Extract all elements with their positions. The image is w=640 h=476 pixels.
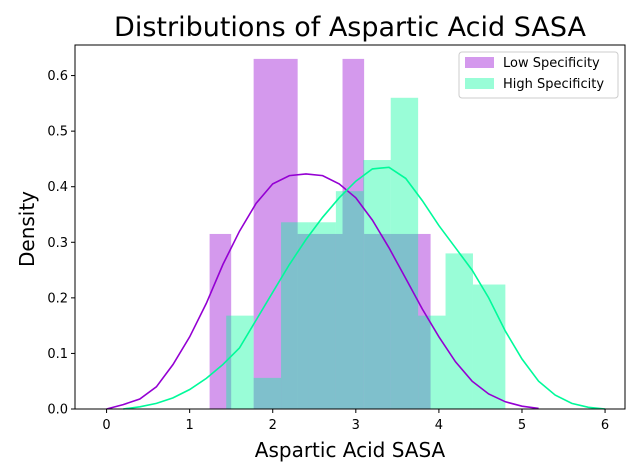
histogram-bar: [253, 58, 298, 410]
legend-swatch: [465, 57, 494, 68]
series-0: [209, 58, 431, 410]
series-1: [226, 97, 506, 410]
legend-box: [458, 51, 619, 99]
histogram-bar: [335, 191, 364, 409]
histogram-bar: [209, 233, 232, 409]
y-tick-label: 0.4: [47, 180, 68, 195]
histogram-bar: [472, 284, 506, 409]
x-tick-label: 5: [518, 418, 526, 433]
legend-label: Low Specificity: [503, 56, 600, 71]
y-tick-label: 0.5: [47, 125, 68, 140]
legend-label: High Specificity: [503, 77, 604, 92]
histogram-bar: [253, 377, 282, 409]
histogram-bar: [297, 233, 343, 409]
histogram-bar: [390, 97, 419, 410]
y-tick-label: 0.0: [47, 403, 68, 418]
plot-frame: [74, 44, 626, 410]
histogram-bar: [445, 253, 473, 409]
x-tick-label: 2: [269, 418, 277, 433]
x-axis: 0 1 2 3 4 5 6: [102, 409, 609, 433]
histogram-bar: [363, 160, 391, 409]
kde-line: [106, 173, 539, 410]
plot-area: [106, 58, 606, 410]
y-tick-label: 0.1: [47, 347, 68, 362]
histogram-bar: [281, 222, 309, 409]
y-axis: 0.0 0.1 0.2 0.3 0.4 0.5 0.6: [47, 69, 75, 418]
y-tick-label: 0.6: [47, 69, 68, 84]
x-tick-label: 4: [435, 418, 443, 433]
x-tick-label: 0: [102, 418, 110, 433]
legend: Low Specificity High Specificity: [458, 51, 619, 99]
y-tick-label: 0.3: [47, 236, 68, 251]
x-tick-label: 1: [186, 418, 194, 433]
histogram-bar: [342, 58, 365, 410]
chart-title: Distributions of Aspartic Acid SASA: [114, 12, 586, 43]
x-axis-title: Aspartic Acid SASA: [255, 438, 446, 462]
x-tick-label: 6: [601, 418, 609, 433]
histogram-bar: [418, 315, 446, 409]
legend-swatch: [465, 78, 494, 89]
kde-line: [123, 166, 606, 410]
histogram-bar: [308, 222, 336, 409]
y-axis-title: Density: [15, 191, 39, 267]
x-tick-label: 3: [352, 418, 360, 433]
y-tick-label: 0.2: [47, 291, 68, 306]
